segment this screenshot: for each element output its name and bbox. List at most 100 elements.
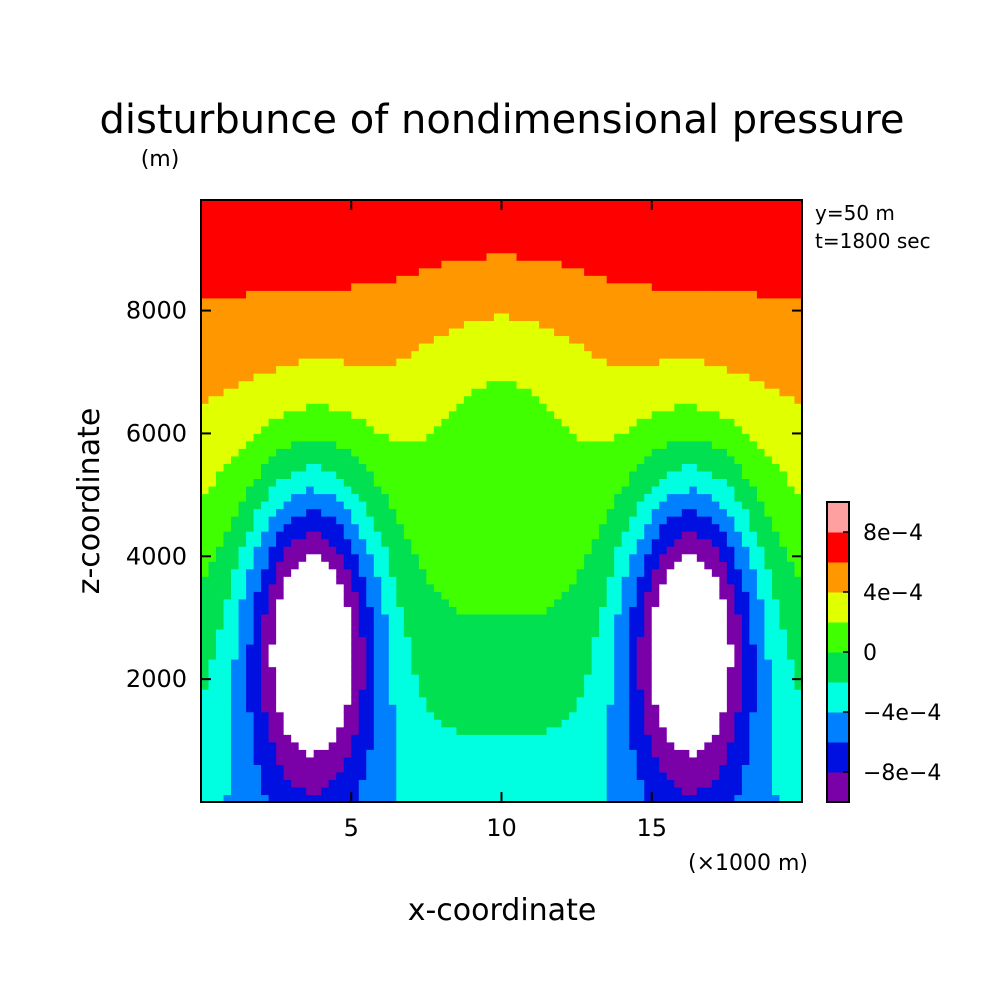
heatmap-cell [448, 282, 458, 291]
heatmap-cell [321, 689, 330, 698]
heatmap-cell [614, 568, 623, 577]
heatmap-cell [621, 335, 630, 344]
heatmap-cell [433, 553, 442, 562]
heatmap-cell [381, 440, 390, 449]
heatmap-cell [208, 606, 217, 615]
heatmap-cell [403, 418, 412, 427]
heatmap-cell [441, 327, 450, 337]
heatmap-cell [358, 388, 367, 397]
heatmap-cell [426, 568, 435, 577]
heatmap-cell [531, 342, 540, 352]
heatmap-cell [471, 358, 480, 367]
heatmap-cell [231, 350, 240, 359]
heatmap-cell [268, 478, 277, 487]
heatmap-cell [261, 741, 270, 750]
heatmap-cell [599, 568, 608, 577]
heatmap-cell [561, 410, 570, 419]
heatmap-cell [246, 741, 255, 750]
heatmap-cell [336, 674, 345, 683]
heatmap-cell [276, 395, 285, 404]
heatmap-cell [599, 636, 608, 645]
heatmap-cell [358, 576, 367, 585]
heatmap-cell [231, 448, 240, 457]
heatmap-cell [358, 320, 367, 329]
heatmap-cell [629, 651, 638, 660]
heatmap-cell [343, 275, 352, 284]
heatmap-cell [396, 591, 405, 600]
heatmap-cell [223, 786, 232, 796]
heatmap-cell [531, 659, 540, 668]
heatmap-cell [493, 342, 503, 352]
heatmap-cell [321, 267, 330, 276]
heatmap-cell [418, 508, 427, 517]
heatmap-cell [531, 350, 540, 359]
heatmap-cell [216, 215, 225, 224]
heatmap-cell [599, 553, 608, 562]
heatmap-cell [621, 689, 630, 698]
heatmap-cell [373, 779, 382, 788]
heatmap-cell [336, 230, 345, 239]
heatmap-cell [666, 546, 675, 555]
heatmap-cell [478, 651, 488, 660]
heatmap-cell [396, 320, 405, 329]
heatmap-cell [411, 583, 420, 592]
heatmap-cell [411, 621, 420, 630]
heatmap-cell [343, 621, 352, 630]
heatmap-cell [268, 749, 277, 758]
heatmap-cell [261, 403, 270, 412]
heatmap-cell [659, 756, 668, 765]
heatmap-cell [448, 523, 458, 532]
heatmap-cell [216, 230, 225, 239]
heatmap-cell [554, 681, 563, 690]
heatmap-cell [599, 245, 608, 254]
heatmap-cell [418, 561, 427, 570]
heatmap-cell [328, 501, 337, 510]
heatmap-cell [336, 373, 345, 382]
heatmap-cell [366, 440, 375, 449]
heatmap-cell [576, 704, 585, 713]
heatmap-cell [576, 741, 585, 750]
heatmap-cell [351, 771, 360, 781]
heatmap-cell [636, 230, 645, 239]
heatmap-cell [321, 764, 330, 773]
heatmap-cell [328, 380, 337, 389]
heatmap-cell [238, 358, 247, 367]
heatmap-cell [448, 651, 458, 660]
heatmap-cell [268, 741, 277, 750]
heatmap-cell [201, 470, 210, 480]
heatmap-cell [238, 463, 247, 472]
heatmap-cell [569, 380, 578, 389]
heatmap-cell [246, 508, 255, 517]
heatmap-cell [223, 591, 232, 600]
heatmap-cell [201, 794, 210, 803]
heatmap-cell [524, 230, 533, 239]
heatmap-cell [223, 764, 232, 773]
heatmap-cell [539, 538, 548, 547]
heatmap-cell [343, 523, 352, 532]
heatmap-cell [216, 410, 225, 419]
heatmap-cell [298, 794, 307, 803]
heatmap-cell [366, 689, 375, 698]
heatmap-cell [651, 365, 660, 374]
heatmap-cell [584, 267, 593, 276]
heatmap-cell [651, 282, 660, 291]
heatmap-cell [531, 734, 540, 743]
heatmap-cell [418, 365, 427, 374]
heatmap-cell [471, 373, 480, 382]
heatmap-cell [441, 598, 450, 607]
heatmap-cell [246, 320, 255, 329]
heatmap-cell [223, 463, 232, 472]
heatmap-cell [351, 470, 360, 480]
heatmap-cell [336, 546, 345, 555]
heatmap-cell [539, 734, 548, 743]
heatmap-cell [216, 493, 225, 502]
heatmap-cell [433, 726, 442, 735]
heatmap-cell [448, 388, 458, 397]
heatmap-cell [636, 433, 645, 442]
heatmap-cell [366, 598, 375, 607]
heatmap-cell [606, 388, 615, 397]
heatmap-cell [621, 320, 630, 329]
heatmap-cell [486, 200, 495, 209]
heatmap-cell [441, 628, 450, 638]
heatmap-cell [448, 312, 458, 321]
